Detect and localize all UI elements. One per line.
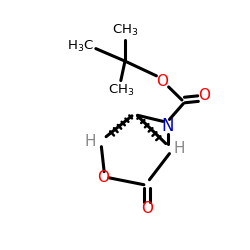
Text: H: H — [174, 141, 186, 156]
Text: H$_3$C: H$_3$C — [66, 39, 94, 54]
Text: O: O — [97, 170, 109, 185]
Text: O: O — [156, 74, 168, 90]
Text: CH$_3$: CH$_3$ — [108, 83, 134, 98]
Text: N: N — [162, 118, 174, 136]
Text: O: O — [198, 88, 210, 103]
Text: H: H — [84, 134, 96, 149]
Text: CH$_3$: CH$_3$ — [112, 23, 138, 38]
Text: O: O — [141, 201, 153, 216]
